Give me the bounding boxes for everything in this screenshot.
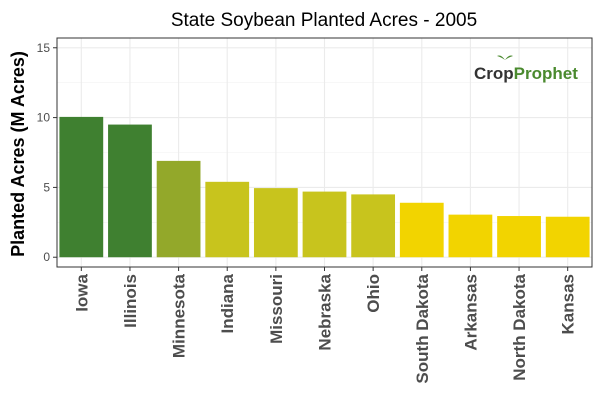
bar-north-dakota (497, 216, 541, 258)
x-tick-label: South Dakota (413, 273, 432, 383)
bar-ohio (351, 194, 396, 258)
bar-indiana (205, 181, 250, 258)
x-axis-ticks: Iowa Illinois Minnesota Indiana Missouri Nebr… (72, 267, 578, 384)
x-tick-label: Indiana (218, 273, 237, 333)
logo-text-crop: Crop (474, 64, 514, 83)
y-axis-label: Planted Acres (M Acres) (8, 51, 28, 257)
bar-kansas (545, 216, 590, 258)
chart-title: State Soybean Planted Acres - 2005 (171, 10, 477, 31)
bar-minnesota (156, 160, 201, 258)
bars (59, 116, 590, 258)
bar-missouri (253, 188, 298, 258)
x-tick-label: Ohio (364, 274, 383, 313)
x-tick-label: North Dakota (510, 273, 529, 380)
y-tick-label: 0 (43, 250, 50, 264)
x-tick-label: Missouri (267, 274, 286, 344)
bar-iowa (59, 116, 104, 258)
logo-text-prophet: Prophet (514, 64, 579, 83)
x-tick-label: Arkansas (461, 274, 480, 351)
svg-text:CropProphet: CropProphet (474, 64, 578, 83)
bar-illinois (108, 124, 152, 258)
x-tick-label: Minnesota (170, 273, 189, 358)
bar-south-dakota (399, 202, 444, 258)
y-axis-ticks: 0 5 10 15 (37, 41, 57, 264)
y-tick-label: 5 (43, 180, 50, 194)
sprout-icon (497, 55, 513, 60)
bar-nebraska (302, 191, 347, 258)
x-tick-label: Kansas (559, 274, 578, 334)
cropprophet-logo: CropProphet (474, 55, 578, 83)
y-tick-label: 15 (37, 41, 51, 55)
x-tick-label: Nebraska (316, 273, 335, 350)
x-tick-label: Illinois (121, 274, 140, 328)
y-tick-label: 10 (37, 111, 51, 125)
x-tick-label: Iowa (72, 273, 91, 311)
bar-arkansas (448, 214, 493, 258)
